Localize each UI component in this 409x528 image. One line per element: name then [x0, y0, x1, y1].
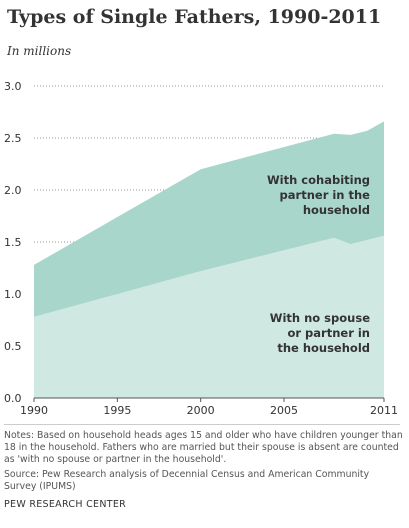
- x-tick-label: 2000: [187, 404, 215, 417]
- divider-top: [4, 424, 400, 425]
- x-tick-label: 2011: [370, 404, 398, 417]
- chart-source: Source: Pew Research analysis of Decenni…: [4, 469, 370, 492]
- series-label-cohabiting: With cohabiting: [267, 173, 370, 187]
- chart-notes: Notes: Based on household heads ages 15 …: [4, 430, 403, 465]
- y-tick-label: 3.0: [4, 80, 22, 93]
- y-tick-label: 1.0: [4, 288, 22, 301]
- series-label-cohabiting: partner in the: [280, 188, 371, 202]
- series-area-0: [34, 235, 384, 398]
- chart-axes: 0.0 0.5 1.0 1.5 2.0 2.5 3.0 1990 1995 2000 2005 201…: [4, 80, 398, 417]
- chart-subtitle: In millions: [7, 44, 72, 58]
- series-label-cohabiting: household: [303, 203, 370, 217]
- series-label-no-spouse: the household: [277, 341, 370, 355]
- x-tick-label: 1995: [103, 404, 131, 417]
- y-tick-label: 2.5: [4, 132, 22, 145]
- x-tick-label: 1990: [20, 404, 48, 417]
- brand-name: PEW RESEARCH CENTER: [4, 499, 127, 510]
- x-tick-label: 2005: [270, 404, 298, 417]
- chart-title: Types of Single Fathers, 1990-2011: [7, 6, 382, 28]
- y-tick-label: 0.5: [4, 340, 22, 353]
- y-tick-label: 2.0: [4, 184, 22, 197]
- y-tick-label: 0.0: [4, 392, 22, 405]
- series-label-no-spouse: or partner in: [287, 326, 370, 340]
- y-tick-label: 1.5: [4, 236, 22, 249]
- series-area-1: [34, 121, 384, 317]
- series-label-no-spouse: With no spouse: [270, 311, 370, 325]
- chart-areas: [34, 121, 384, 398]
